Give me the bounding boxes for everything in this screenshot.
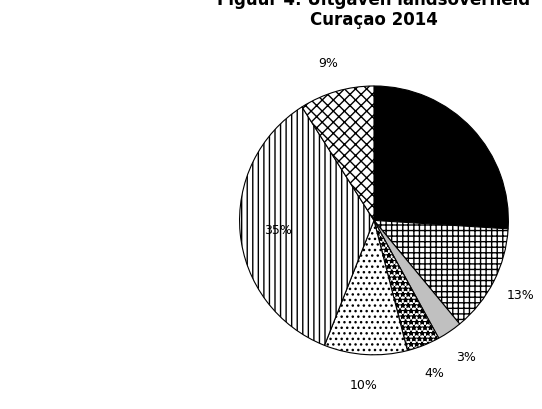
Wedge shape (240, 108, 374, 346)
Wedge shape (325, 221, 408, 355)
Text: 13%: 13% (506, 289, 534, 301)
Wedge shape (374, 221, 438, 351)
Text: 35%: 35% (264, 223, 292, 236)
Text: 3%: 3% (456, 350, 476, 363)
Wedge shape (374, 221, 460, 338)
Wedge shape (374, 221, 508, 324)
Text: 4%: 4% (424, 366, 444, 380)
Text: 10%: 10% (350, 378, 378, 391)
Text: 9%: 9% (318, 57, 338, 70)
Wedge shape (302, 87, 374, 221)
Title: Figuur 4: Uitgaven landsoverheid
Curaçao 2014: Figuur 4: Uitgaven landsoverheid Curaçao… (217, 0, 531, 29)
Text: 26%: 26% (431, 148, 459, 161)
Wedge shape (374, 87, 508, 229)
